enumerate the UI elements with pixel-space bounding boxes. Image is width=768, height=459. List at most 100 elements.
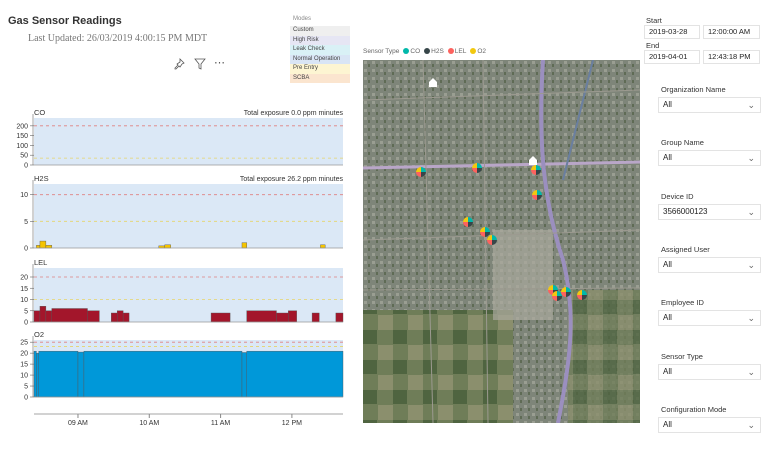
data-bar xyxy=(116,310,124,323)
panel-title: LEL xyxy=(34,258,47,267)
pin-icon[interactable] xyxy=(173,58,185,73)
exposure-label: Total exposure 0.0 ppm minutes xyxy=(244,110,344,117)
data-bar xyxy=(246,310,277,323)
data-bar xyxy=(36,352,39,398)
legend-label: LEL xyxy=(454,48,467,55)
y-tick-label: 5 xyxy=(24,384,28,391)
legend-dot-icon xyxy=(470,48,477,54)
filter-label: Employee ID xyxy=(661,298,704,308)
data-bar xyxy=(320,244,326,249)
data-bar xyxy=(39,240,47,249)
data-bar xyxy=(45,310,53,323)
filter-label: Group Name xyxy=(661,138,704,148)
location-marker-icon[interactable] xyxy=(429,78,437,87)
y-tick-label: 10 xyxy=(20,373,28,380)
data-bar xyxy=(87,310,100,323)
legend-label: O2 xyxy=(477,48,487,55)
start-label: Start xyxy=(646,16,662,25)
sensor-pie-marker[interactable] xyxy=(531,165,541,175)
data-bar xyxy=(164,244,171,249)
filter-dropdown[interactable]: All ⌄ xyxy=(658,97,761,113)
legend-dot-icon xyxy=(424,48,431,54)
chart-panel-o2: O2 0 5 10 15 20 25 xyxy=(20,330,344,402)
sensor-charts: CO Total exposure 0.0 ppm minutes05010015… xyxy=(16,108,344,427)
data-bar xyxy=(39,306,47,323)
data-bar xyxy=(210,312,231,323)
sensor-pie-marker[interactable] xyxy=(532,190,542,200)
panel-title: CO xyxy=(34,108,45,117)
filter-dropdown[interactable]: All ⌄ xyxy=(658,150,761,167)
legend-label: H2S xyxy=(431,48,444,55)
sensor-pie-marker[interactable] xyxy=(480,227,490,237)
location-marker-icon[interactable] xyxy=(529,156,537,165)
end-label: End xyxy=(646,41,660,50)
plot-area xyxy=(34,118,343,165)
data-bar xyxy=(288,310,297,323)
data-bar xyxy=(38,350,79,398)
data-bar xyxy=(335,312,344,323)
data-bar xyxy=(33,310,41,323)
filter-label: Organization Name xyxy=(661,85,726,94)
y-tick-label: 20 xyxy=(20,351,28,358)
y-tick-label: 5 xyxy=(24,219,28,226)
data-bar xyxy=(51,308,88,323)
legend-item[interactable]: CO xyxy=(403,48,420,55)
end-date-input[interactable]: 2019-04-01 xyxy=(644,50,700,64)
chevron-down-icon: ⌄ xyxy=(747,100,755,110)
y-tick-label: 15 xyxy=(20,362,28,369)
end-time-input[interactable]: 12:43:18 PM xyxy=(703,50,760,64)
x-tick-label: 10 AM xyxy=(139,420,159,427)
mode-item[interactable]: Leak Check xyxy=(290,45,350,55)
mode-item[interactable]: SCBA xyxy=(290,73,350,83)
sensor-pie-marker[interactable] xyxy=(552,291,562,301)
y-tick-label: 200 xyxy=(16,123,28,130)
filter-dropdown[interactable]: 3566000123 ⌄ xyxy=(658,203,761,220)
satellite-map[interactable] xyxy=(363,60,640,423)
data-bar xyxy=(241,352,247,398)
y-tick-label: 150 xyxy=(16,133,28,140)
map-legend-title: Sensor Type xyxy=(363,48,400,55)
y-tick-label: 0 xyxy=(24,395,28,402)
legend-dot-icon xyxy=(447,48,454,54)
chevron-down-icon: ⌄ xyxy=(747,153,755,164)
chevron-down-icon: ⌄ xyxy=(747,419,755,430)
panel-title: H2S xyxy=(34,174,49,183)
modes-title: Modes xyxy=(293,16,312,22)
data-bar xyxy=(276,312,289,323)
modes-legend: Modes Custom High Risk Leak Check Normal Op… xyxy=(290,16,350,83)
mode-item[interactable]: Pre Entry xyxy=(290,64,350,74)
page-title: Gas Sensor Readings xyxy=(8,15,122,27)
y-tick-label: 5 xyxy=(24,308,28,315)
sensor-pie-marker[interactable] xyxy=(416,167,426,177)
y-tick-label: 20 xyxy=(20,275,28,282)
data-bar xyxy=(311,312,320,323)
data-bar xyxy=(111,312,118,323)
panel-title: O2 xyxy=(34,330,44,339)
sensor-pie-marker[interactable] xyxy=(561,287,571,297)
mode-item[interactable]: High Risk xyxy=(290,35,350,45)
sensor-pie-marker[interactable] xyxy=(487,235,497,245)
filter-icon[interactable] xyxy=(194,58,206,73)
start-time-input[interactable]: 12:00:00 AM xyxy=(703,25,760,39)
legend-item[interactable]: LEL xyxy=(447,48,467,55)
x-tick-label: 09 AM xyxy=(68,420,88,427)
start-date-input[interactable]: 2019-03-28 xyxy=(644,25,700,39)
plot-area xyxy=(34,184,343,248)
x-tick-label: 12 PM xyxy=(282,420,302,427)
sensor-pie-marker[interactable] xyxy=(463,217,473,227)
filter-dropdown[interactable]: All ⌄ xyxy=(658,310,761,327)
legend-item[interactable]: O2 xyxy=(470,48,486,55)
mode-item[interactable]: Normal Operation xyxy=(290,54,350,64)
filter-dropdown[interactable]: All ⌄ xyxy=(658,363,761,380)
filter-label: Configuration Mode xyxy=(661,404,727,414)
filter-dropdown[interactable]: All ⌄ xyxy=(658,256,761,273)
legend-item[interactable]: H2S xyxy=(424,48,444,55)
filter-dropdown[interactable]: All ⌄ xyxy=(658,416,761,433)
mode-item[interactable]: Custom xyxy=(290,26,350,36)
legend-dot-icon xyxy=(403,48,410,54)
chevron-down-icon: ⌄ xyxy=(747,259,755,270)
sensor-pie-marker[interactable] xyxy=(577,290,587,300)
filter-value: All xyxy=(663,259,672,269)
more-options-icon[interactable]: ⋯ xyxy=(214,57,225,69)
sensor-pie-marker[interactable] xyxy=(472,163,482,173)
